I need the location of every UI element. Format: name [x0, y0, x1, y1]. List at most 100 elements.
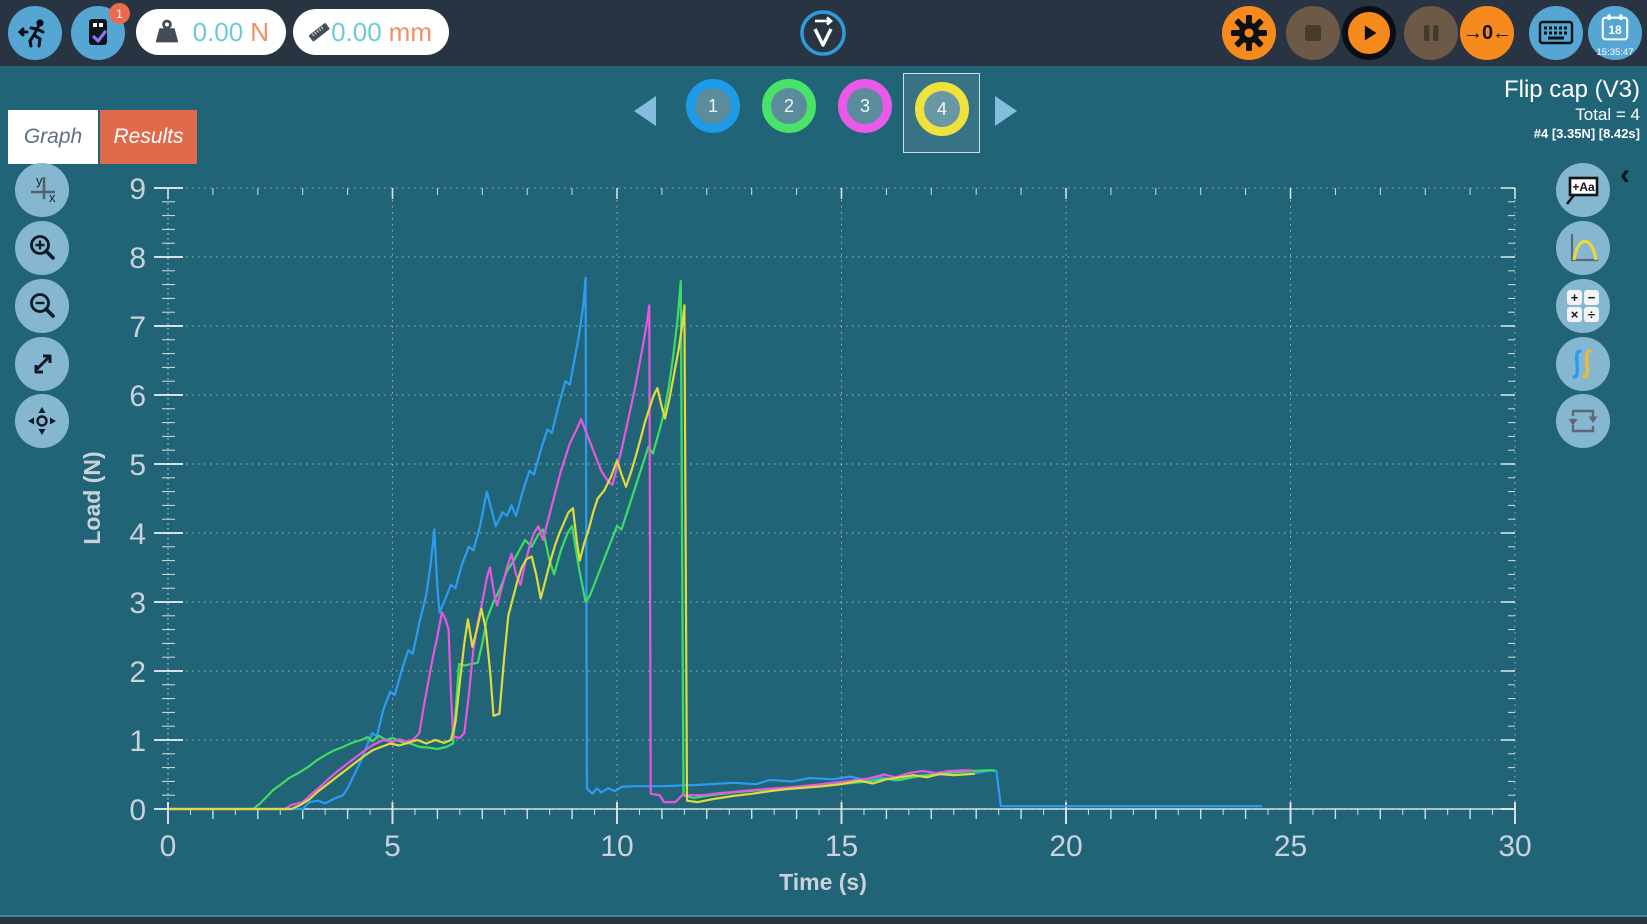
run-number: 1 — [707, 95, 718, 116]
tab-graph[interactable]: Graph — [8, 110, 98, 164]
load-readout[interactable]: 0.00 N — [136, 9, 286, 55]
gridlines — [168, 187, 1516, 810]
play-button[interactable] — [1342, 6, 1396, 60]
y-tick-label: 8 — [129, 242, 146, 275]
load-unit: N — [250, 16, 269, 47]
xy-axes-icon: y x — [31, 173, 56, 205]
pause-button — [1404, 6, 1458, 60]
annotation-button[interactable]: +Aa — [1556, 163, 1610, 217]
zoom-out-button[interactable] — [15, 279, 69, 333]
x-tick-label: 15 — [825, 830, 858, 863]
zero-tare-icon: →0← — [1462, 21, 1512, 44]
test-info: Flip cap (V3) Total = 4 #4 [3.35N] [8.42… — [1504, 76, 1640, 142]
y-tick-label: 7 — [129, 311, 146, 344]
top-toolbar: 1 0.00 N 0.00 mm — [0, 0, 1647, 66]
zero-tare-button[interactable]: →0← — [1460, 6, 1514, 60]
tab-results[interactable]: Results — [100, 110, 197, 164]
keyboard-button[interactable] — [1529, 6, 1583, 60]
keyboard-icon — [1538, 20, 1574, 45]
next-run-arrow[interactable] — [995, 96, 1017, 126]
zoom-in-icon — [30, 235, 55, 260]
y-letter: y — [36, 173, 43, 188]
x-tick-label: 20 — [1049, 830, 1082, 863]
divide-key: ÷ — [1584, 307, 1599, 322]
cycle-loop-icon — [1568, 409, 1598, 433]
y-tick-label: 9 — [129, 173, 146, 206]
play-icon — [1364, 25, 1377, 41]
x-tick-label: 30 — [1498, 830, 1531, 863]
distance-value: 0.00 — [331, 16, 382, 47]
annotation-label: +Aa — [1572, 180, 1595, 194]
run-button-2[interactable]: 2 — [762, 79, 816, 133]
x-tick-label: 25 — [1274, 830, 1307, 863]
x-letter: x — [49, 190, 56, 205]
run-number: 2 — [783, 95, 794, 116]
data-series — [169, 276, 1263, 811]
y-tick-label: 5 — [129, 449, 146, 482]
series-run-3 — [169, 304, 973, 811]
bottom-status-bar — [0, 915, 1647, 924]
y-axis-title: Load (N) — [79, 451, 105, 544]
y-tick-label: 3 — [129, 587, 146, 620]
x-tick-label: 10 — [600, 830, 633, 863]
current-run-stats: #4 [3.35N] [8.42s] — [1533, 126, 1640, 141]
calendar-day: 18 — [1608, 23, 1622, 37]
collapse-panel-chevron[interactable]: ‹ — [1620, 158, 1630, 191]
series-run-1 — [169, 276, 1263, 811]
gear-icon — [1231, 15, 1267, 51]
run-button-1[interactable]: 1 — [686, 79, 740, 133]
y-tick-label: 1 — [129, 725, 146, 758]
multiply-key: × — [1567, 307, 1582, 322]
date-time-button[interactable]: 18 15:35:47 — [1588, 6, 1642, 60]
annotation-icon: +Aa — [1565, 176, 1599, 205]
series-run-2 — [169, 280, 996, 811]
run-button-4[interactable]: 4 — [915, 82, 969, 136]
run-number: 4 — [936, 98, 947, 119]
load-value: 0.00 — [192, 16, 244, 47]
settings-button[interactable] — [1222, 6, 1276, 60]
peak-analysis-button[interactable] — [1556, 221, 1610, 275]
zoom-out-icon — [30, 293, 55, 318]
test-name: Flip cap (V3) — [1503, 76, 1640, 103]
y-tick-label: 6 — [129, 380, 146, 413]
usb-device-button[interactable]: 1 — [71, 3, 130, 60]
pan-button[interactable] — [15, 394, 69, 448]
previous-run-arrow[interactable] — [634, 96, 656, 126]
cycle-loop-button[interactable] — [1556, 394, 1610, 448]
y-tick-label: 0 — [129, 794, 146, 827]
curves-icon — [1572, 349, 1592, 379]
stop-button — [1286, 6, 1340, 60]
pan-move-icon — [28, 407, 56, 435]
stop-icon — [1305, 25, 1321, 41]
math-keys-icon: + − × ÷ — [1567, 290, 1599, 322]
series-run-4 — [169, 304, 976, 811]
usb-device-icon — [89, 19, 107, 45]
usb-notification-badge: 1 — [109, 3, 130, 24]
curve-overlay-button[interactable] — [1556, 337, 1610, 391]
distance-readout[interactable]: 0.00 mm — [293, 9, 449, 55]
clock-text: 15:35:47 — [1596, 47, 1634, 58]
app-logo — [799, 9, 847, 57]
y-tick-label: 2 — [129, 656, 146, 689]
peak-curve-icon — [1570, 234, 1598, 262]
axis-labels: 0 1 2 3 4 5 6 7 8 9 0 5 10 15 20 25 30 Time (s) Load (N) — [79, 173, 1532, 895]
expand-arrows-icon — [34, 354, 52, 374]
jog-mode-button[interactable] — [8, 6, 62, 60]
tab-results-label: Results — [113, 125, 184, 148]
fit-expand-button[interactable] — [15, 337, 69, 391]
running-man-icon — [17, 19, 45, 48]
axes-setup-button[interactable]: y x — [15, 163, 69, 217]
vector-v-logo-icon — [800, 10, 846, 56]
view-tabs: Graph Results — [8, 110, 197, 164]
calendar-icon: 18 — [1601, 14, 1629, 41]
math-operations-button[interactable]: + − × ÷ — [1556, 279, 1610, 333]
zoom-in-button[interactable] — [15, 221, 69, 275]
run-number: 3 — [859, 95, 870, 116]
run-button-3[interactable]: 3 — [838, 79, 892, 133]
y-tick-label: 4 — [129, 518, 146, 551]
x-tick-label: 5 — [384, 830, 401, 863]
x-tick-label: 0 — [160, 830, 177, 863]
x-axis-title: Time (s) — [779, 869, 867, 895]
weight-icon — [155, 19, 179, 43]
